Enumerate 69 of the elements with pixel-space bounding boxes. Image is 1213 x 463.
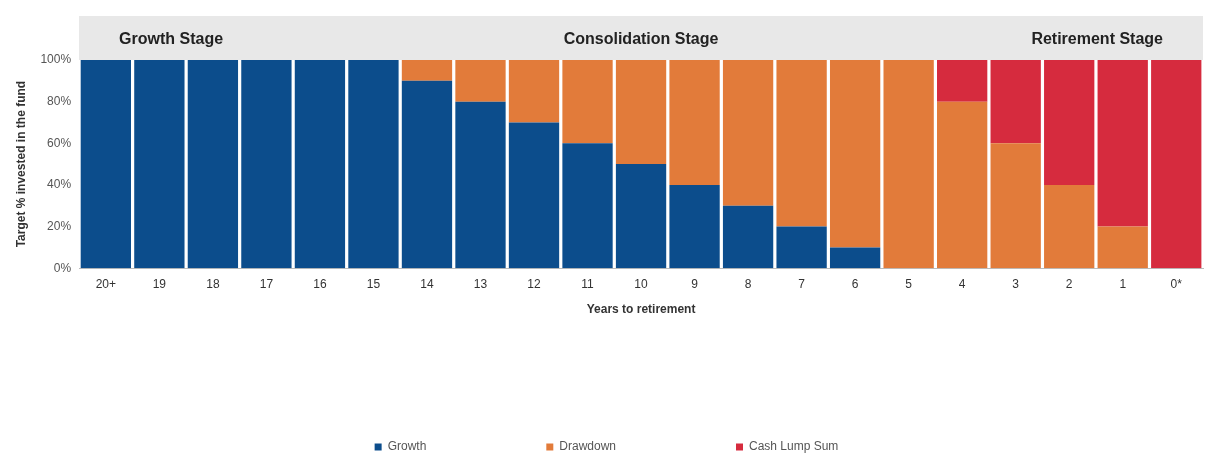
bar [990, 143, 1041, 269]
bar [776, 60, 827, 227]
text: Consolidation Stage [562, 30, 720, 48]
legend-label: Growth [387, 439, 427, 454]
bar [401, 60, 453, 81]
legend-label: Drawdown [559, 439, 617, 454]
bar [937, 60, 988, 102]
bar [722, 205, 774, 269]
x-tick-label: 16 [313, 276, 327, 291]
y-tick-label: 80% [47, 93, 72, 108]
bar [80, 60, 132, 269]
bar [508, 60, 560, 123]
y-tick-label: 40% [47, 177, 72, 192]
bar [1097, 226, 1148, 269]
bar [241, 60, 292, 269]
bar [937, 101, 988, 269]
bar [829, 60, 881, 248]
bar [187, 60, 239, 269]
x-tick-label: 3 [1012, 276, 1020, 291]
x-tick-label: 8 [744, 276, 752, 291]
x-tick-label: 20+ [95, 276, 117, 291]
bar [455, 60, 506, 102]
x-tick-label: 19 [152, 276, 167, 291]
bar [401, 80, 453, 269]
x-tick-label: 17 [259, 276, 274, 291]
bar [669, 184, 720, 269]
bar [348, 60, 399, 269]
x-tick-label: 7 [798, 276, 806, 291]
x-axis-title: Years to retirement [586, 302, 696, 317]
y-tick-label: 0% [53, 260, 72, 275]
x-tick-label: 6 [851, 276, 859, 291]
bar [615, 60, 667, 165]
text: Growth Stage [118, 30, 225, 48]
bar [294, 60, 346, 269]
bar [1097, 60, 1148, 227]
bar [883, 60, 934, 269]
y-axis-title: Target % invested in the fund [13, 80, 28, 248]
bar [776, 226, 827, 269]
x-tick-label: 13 [473, 276, 488, 291]
text: Retirement Stage [1030, 30, 1164, 48]
y-tick-label: 20% [47, 218, 72, 233]
x-tick-label: 0* [1170, 276, 1183, 291]
bar [990, 60, 1041, 144]
bar [615, 164, 667, 269]
x-tick-label: 1 [1119, 276, 1127, 291]
bar [562, 143, 613, 269]
bar [722, 60, 774, 206]
legend-label: Cash Lump Sum [749, 439, 839, 454]
x-tick-label: 9 [691, 276, 699, 291]
bar [134, 60, 185, 269]
bar [829, 247, 881, 269]
x-tick-label: 14 [420, 276, 434, 291]
bar [508, 122, 560, 269]
x-tick-label: 2 [1065, 276, 1073, 291]
bar [1044, 60, 1095, 185]
bar [562, 60, 613, 144]
x-tick-label: 15 [366, 276, 381, 291]
bar [455, 101, 506, 269]
x-tick-label: 18 [206, 276, 220, 291]
y-tick-label: 100% [40, 52, 72, 67]
bar [669, 60, 720, 185]
x-tick-label: 11 [581, 276, 595, 291]
x-tick-label: 5 [905, 276, 913, 291]
bar [1151, 60, 1202, 269]
x-tick-label: 4 [958, 276, 966, 291]
x-tick-label: 12 [527, 276, 541, 291]
y-tick-label: 60% [47, 135, 72, 150]
bar [1044, 184, 1095, 269]
x-tick-label: 10 [634, 276, 649, 291]
